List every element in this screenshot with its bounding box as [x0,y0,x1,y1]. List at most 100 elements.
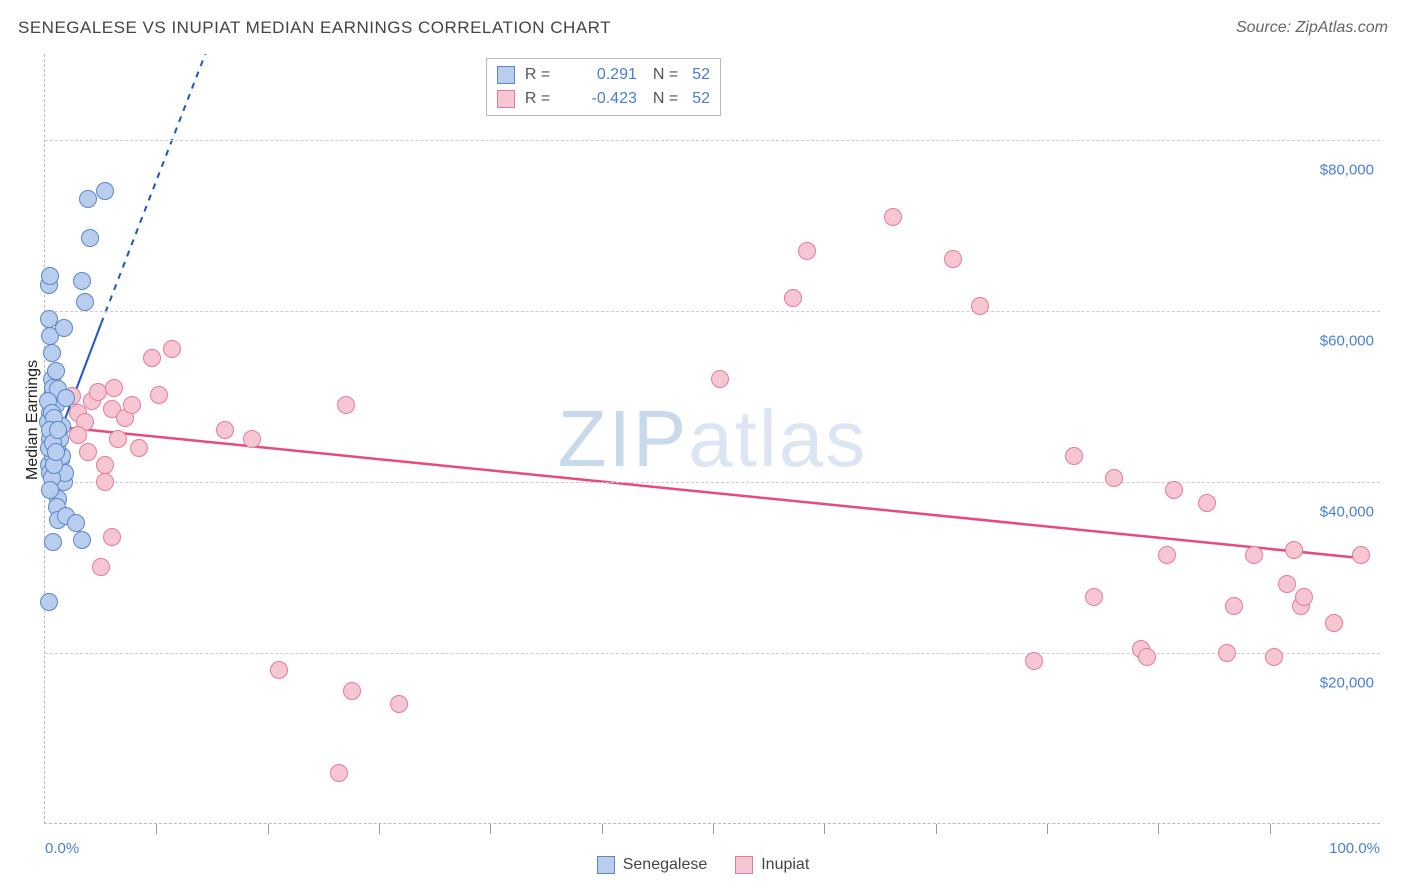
data-point-inupiat [96,473,114,491]
data-point-inupiat [1165,481,1183,499]
data-point-inupiat [1265,648,1283,666]
n-value: 52 [692,87,710,111]
data-point-inupiat [784,289,802,307]
data-point-inupiat [79,443,97,461]
gridline-horizontal [45,311,1380,312]
data-point-senegalese [44,533,62,551]
chart-title: SENEGALESE VS INUPIAT MEDIAN EARNINGS CO… [18,18,611,38]
data-point-inupiat [270,661,288,679]
data-point-inupiat [1158,546,1176,564]
data-point-inupiat [1295,588,1313,606]
data-point-inupiat [1138,648,1156,666]
data-point-senegalese [79,190,97,208]
chart-plot-area: ZIPatlas $20,000$40,000$60,000$80,0000.0… [44,54,1380,824]
data-point-inupiat [96,456,114,474]
y-tick-label: $60,000 [1320,332,1374,349]
legend-stats-row-senegalese: R =0.291N =52 [497,63,710,87]
y-tick-label: $80,000 [1320,161,1374,178]
y-tick-label: $40,000 [1320,503,1374,520]
chart-source: Source: ZipAtlas.com [1236,19,1388,37]
data-point-inupiat [711,370,729,388]
data-point-inupiat [130,439,148,457]
x-tick-mark [1270,824,1271,834]
data-point-inupiat [1285,541,1303,559]
data-point-inupiat [1225,597,1243,615]
data-point-senegalese [76,293,94,311]
legend-stats-box: R =0.291N =52R =-0.423N =52 [486,58,721,116]
legend-label-inupiat: Inupiat [761,856,809,874]
x-tick-mark [1047,824,1048,834]
data-point-inupiat [216,421,234,439]
data-point-senegalese [73,531,91,549]
data-point-inupiat [1325,614,1343,632]
data-point-inupiat [884,208,902,226]
data-point-senegalese [47,362,65,380]
legend-swatch-senegalese [597,856,615,874]
legend-swatch-inupiat [735,856,753,874]
data-point-inupiat [150,386,168,404]
data-point-inupiat [1105,469,1123,487]
x-tick-mark [1158,824,1159,834]
watermark-atlas: atlas [688,394,867,483]
legend-stats-row-inupiat: R = -0.423 N = 52 [497,87,710,111]
data-point-inupiat [330,764,348,782]
data-point-inupiat [1352,546,1370,564]
data-point-inupiat [1218,644,1236,662]
legend-bottom: Senegalese Inupiat [0,856,1406,874]
x-tick-mark [379,824,380,834]
data-point-senegalese [43,344,61,362]
x-tick-mark [936,824,937,834]
data-point-inupiat [798,242,816,260]
gridline-horizontal [45,140,1380,141]
legend-stats-swatch [497,90,515,108]
gridline-horizontal [45,653,1380,654]
x-tick-mark [156,824,157,834]
r-value: -0.423 [575,87,637,111]
watermark-zip: ZIP [558,394,688,483]
legend-item-senegalese: Senegalese [597,856,708,874]
x-tick-label-left: 0.0% [45,840,79,857]
data-point-inupiat [103,528,121,546]
data-point-inupiat [1198,494,1216,512]
data-point-inupiat [971,297,989,315]
data-point-senegalese [47,443,65,461]
x-tick-label-right: 100.0% [1329,840,1380,857]
x-tick-mark [713,824,714,834]
r-label: R = [525,63,565,87]
data-point-senegalese [73,272,91,290]
r-label: R = [525,87,565,111]
legend-item-inupiat: Inupiat [735,856,809,874]
data-point-inupiat [163,340,181,358]
data-point-inupiat [123,396,141,414]
watermark: ZIPatlas [558,393,867,485]
data-point-senegalese [55,319,73,337]
data-point-inupiat [343,682,361,700]
n-label: N = [653,87,678,111]
y-tick-label: $20,000 [1320,674,1374,691]
data-point-inupiat [1085,588,1103,606]
data-point-senegalese [96,182,114,200]
data-point-inupiat [1245,546,1263,564]
data-point-senegalese [81,229,99,247]
legend-stats-swatch [497,66,515,84]
data-point-inupiat [92,558,110,576]
data-point-inupiat [69,426,87,444]
data-point-inupiat [1278,575,1296,593]
data-point-inupiat [1065,447,1083,465]
data-point-senegalese [41,481,59,499]
n-label: N = [653,63,678,87]
x-tick-mark [268,824,269,834]
n-value: 52 [692,63,710,87]
data-point-senegalese [67,514,85,532]
data-point-inupiat [390,695,408,713]
data-point-inupiat [243,430,261,448]
data-point-inupiat [944,250,962,268]
data-point-senegalese [41,267,59,285]
data-point-inupiat [109,430,127,448]
data-point-senegalese [57,389,75,407]
data-point-inupiat [143,349,161,367]
data-point-senegalese [40,593,58,611]
data-point-inupiat [105,379,123,397]
x-tick-mark [490,824,491,834]
chart-header: SENEGALESE VS INUPIAT MEDIAN EARNINGS CO… [18,18,1388,38]
